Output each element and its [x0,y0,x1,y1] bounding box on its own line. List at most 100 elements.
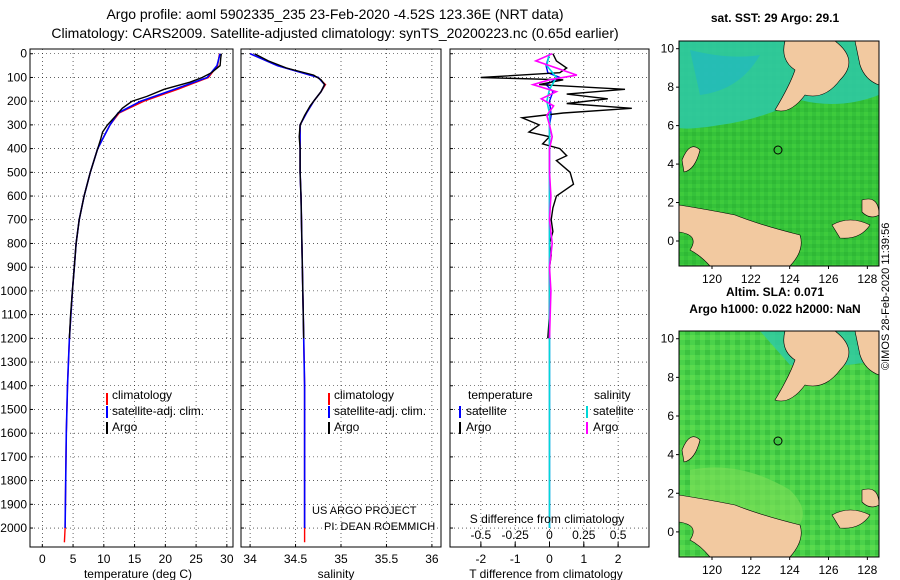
y-tick-label-depth: 1200 [0,331,27,345]
map-y-tick-label: 10 [661,42,675,56]
map-y-tick-label: 8 [667,80,674,94]
land-timor [831,509,871,529]
y-tick-label-depth: 1000 [0,284,27,298]
x-tick-label: 30 [220,552,234,566]
legend-head-salinity: salinity [594,388,631,402]
y-tick-label-depth: 200 [7,94,27,108]
credit-line2: PI: DEAN ROEMMICH [324,521,435,533]
y-tick-label-depth: 1100 [1,308,27,322]
x2-tick-label: 0.25 [572,528,596,542]
credit-line1: US ARGO PROJECT [312,505,417,517]
x-tick-label: 5 [70,552,77,566]
legend-temperature: climatology satellite-adj. clim. Argo [106,388,204,434]
sst-cool-patch [690,50,760,95]
y-tick-label-depth: 1300 [0,355,27,369]
y-tick-label-depth: 1700 [0,450,27,464]
y-tick-label-depth: 1900 [0,497,27,511]
x-axis-label-salinity: salinity [318,567,355,580]
map-y-tick-label: 6 [667,409,674,423]
plot-title-line2: Climatology: CARS2009. Satellite-adjuste… [51,25,619,41]
imos-watermark: ©IMOS 28-Feb-2020 11:39:56 [880,222,892,370]
x-tick-label: -2 [476,552,487,566]
map-x-tick-label: 126 [818,272,838,286]
legend-label-t-argo: Argo [466,420,492,434]
legend-head-temperature: temperature [468,388,533,402]
sla-map: Altim. SLA: 0.071 Argo h1000: 0.022 h200… [678,285,880,558]
y-tick-label-depth: 1800 [0,474,27,488]
legend-label-climatology: climatology [112,388,172,402]
y-tick-label-depth: 800 [7,236,27,250]
y-tick-label-depth: 900 [7,260,27,274]
sla-map-frame [678,330,880,558]
map-y-tick-label: 0 [667,525,674,539]
map-x-tick-label: 122 [741,272,761,286]
map-x-tick-label: 122 [741,563,761,577]
x-tick-label: 15 [128,552,142,566]
map-x-tick-label: 124 [780,563,800,577]
legend-label-s-satellite: satellite [593,404,634,418]
y-tick-label-depth: 300 [7,118,27,132]
argo-position-marker [773,436,783,446]
sla-map-title2: Argo h1000: 0.022 h2000: NaN [689,302,860,316]
map-x-tick-label: 126 [818,563,838,577]
map-y-tick-label: 2 [667,486,674,500]
y-tick-label-depth: 400 [7,142,27,156]
series-line-argo [254,53,326,339]
land-mindanao [774,40,850,112]
legend-label-satellite: satellite-adj. clim. [112,404,204,418]
x-tick-label: 0 [39,552,46,566]
x2-tick-label: -0.25 [502,528,530,542]
x2-tick-label: -0.5 [471,528,492,542]
sla-map-title1: Altim. SLA: 0.071 [726,285,824,299]
legend-label-argo: Argo [112,420,138,434]
map-x-tick-label: 128 [857,272,877,286]
legend-label-t-satellite: satellite [466,404,507,418]
map-y-tick-label: 4 [667,157,674,171]
map-x-tick-label: 120 [702,563,722,577]
series-line-argo [68,53,222,339]
y-tick-label-depth: 1400 [0,379,27,393]
sst-map-frame [678,40,880,267]
y-tick-label-depth: 1600 [0,426,27,440]
legend-differences: temperature satellite Argo salinity sate… [459,388,634,434]
y-tick-label-depth: 100 [7,70,27,84]
land-flores [678,494,802,558]
x-axis-label-temperature: temperature (deg C) [84,567,192,580]
x2-axis-label-s-diff: S difference from climatology [470,512,625,526]
x-tick-label: 2 [615,552,622,566]
x-tick-label: 36 [425,552,439,566]
map-y-tick-label: 0 [667,234,674,248]
x-tick-label: 35.5 [375,552,399,566]
legend-label-s-argo: Argo [593,420,619,434]
x-tick-label: 25 [189,552,203,566]
land-sulawesi-west [681,436,701,463]
plot-title-line1: Argo profile: aoml 5902335_235 23-Feb-20… [106,6,564,22]
x2-tick-label: 0.5 [610,528,627,542]
map-y-tick-label: 4 [667,448,674,462]
x-axis-label-t-diff: T difference from climatology [469,567,623,580]
map-x-tick-label: 128 [857,563,877,577]
argo-position-marker [773,145,783,155]
x-tick-label: 10 [97,552,111,566]
legend-label-satellite: satellite-adj. clim. [334,404,426,418]
x2-tick-label: 0 [546,528,553,542]
land-sulawesi-west [681,146,701,173]
map-y-tick-label: 6 [667,119,674,133]
y-tick-label-depth: 2000 [0,521,27,535]
x-tick-label: 1 [580,552,587,566]
y-tick-label-depth: 0 [20,47,27,61]
sst-map-title: sat. SST: 29 Argo: 29.1 [711,11,840,25]
temperature-panel-frame [29,48,234,548]
map-x-tick-label: 124 [780,272,800,286]
legend-label-argo: Argo [334,420,360,434]
y-tick-label-depth: 700 [7,213,27,227]
x-tick-label: 0 [546,552,553,566]
land-flores [678,204,802,267]
land-mindanao [774,330,850,402]
map-y-tick-label: 8 [667,370,674,384]
x-tick-label: 35 [334,552,348,566]
land-timor [831,219,871,239]
map-y-tick-label: 2 [667,196,674,210]
legend-label-climatology: climatology [334,388,394,402]
